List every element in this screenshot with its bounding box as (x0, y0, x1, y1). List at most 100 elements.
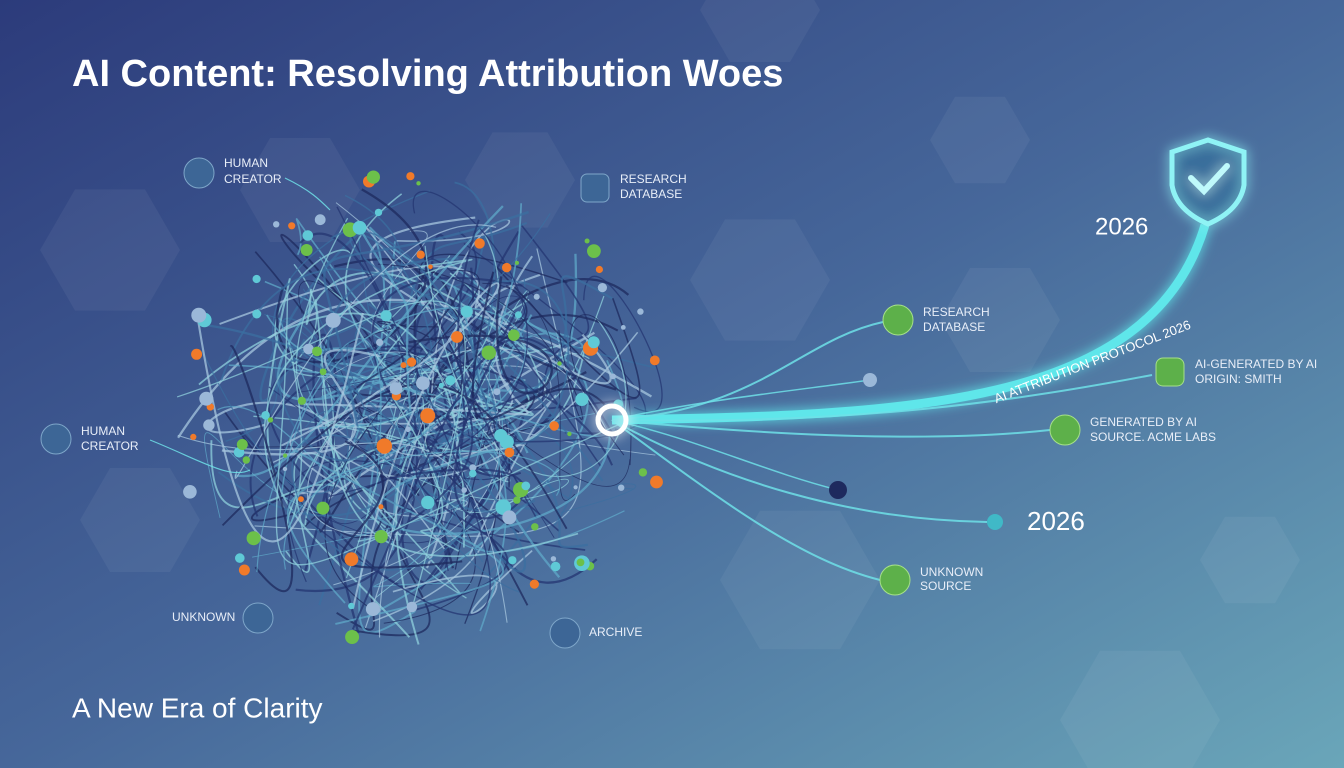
tangle-dot (298, 496, 304, 502)
tangle-line (468, 280, 570, 444)
tangle-line (283, 450, 561, 570)
tangle-dot (533, 293, 540, 300)
year-label: 2026 (1027, 506, 1085, 536)
icon (1049, 414, 1081, 446)
tangle-dot (352, 220, 367, 235)
tangle-line (286, 203, 523, 604)
tangle-dot (319, 368, 327, 376)
tangle-line (221, 348, 382, 456)
icon (1155, 357, 1185, 387)
tangle-dot (238, 564, 250, 576)
tangle-dot (416, 181, 421, 186)
hexagon (700, 0, 820, 62)
tangle-dot (325, 312, 341, 328)
tangle-dot (406, 357, 417, 367)
tangle-dot (316, 501, 330, 515)
tangle-line (294, 449, 504, 625)
tangle-dot (493, 388, 501, 396)
tangle-dot (515, 260, 519, 265)
label: UNKNOWN (172, 610, 235, 624)
tangle-line (349, 233, 657, 369)
tangle-line (256, 338, 382, 572)
flow-line (611, 419, 1051, 438)
tangle-dot (550, 556, 557, 562)
tangle-dot (438, 382, 444, 388)
tangle-dot (421, 495, 435, 510)
subtitle: A New Era of Clarity (72, 692, 323, 723)
label: ARCHIVE (589, 625, 642, 639)
hexagon-pattern (40, 0, 1300, 768)
tangle-dot (236, 439, 248, 450)
icon (882, 304, 914, 336)
shield-icon (1169, 137, 1247, 227)
tangle-line (275, 294, 634, 566)
tangle-line (425, 258, 602, 519)
hexagon (720, 510, 880, 650)
icon (242, 602, 274, 634)
label: CREATOR (81, 439, 139, 453)
flow-lines (149, 177, 1210, 581)
tangle-dot (508, 556, 517, 565)
tangle (176, 170, 663, 645)
tangle-dot (514, 311, 522, 319)
tangle-line (353, 284, 465, 398)
tangle-dot (504, 447, 515, 458)
tangle-dot (420, 408, 436, 424)
hexagon (690, 219, 830, 341)
tangle-line (415, 213, 551, 563)
tangle-dot (191, 348, 203, 360)
output-label: AI-GENERATED BY AI ORIGIN: SMITH (1155, 357, 1317, 387)
tangle-dot (261, 411, 270, 420)
output-label: GENERATED BY AI SOURCE. ACME LABS (1049, 414, 1216, 446)
label: HUMAN (81, 424, 125, 438)
label: DATABASE (620, 187, 682, 201)
hub-node (595, 403, 629, 437)
tangle-dot (267, 417, 274, 423)
tangle-line (280, 282, 500, 609)
output-label: RESEARCH DATABASE (882, 304, 990, 336)
flow-line (611, 321, 884, 421)
icon (879, 564, 911, 596)
tangle-dot (416, 250, 425, 259)
tangle-line (382, 306, 555, 538)
tangle-dot (303, 343, 314, 355)
tangle-line (305, 206, 491, 616)
tangle-dot (469, 469, 477, 478)
label: RESEARCH (620, 172, 687, 186)
tangle-dot (246, 531, 261, 546)
tangle-dot (567, 431, 572, 437)
tangle-dot (288, 222, 296, 230)
tangle-line (375, 434, 612, 535)
icon (40, 423, 72, 455)
tangle-dot (199, 391, 214, 406)
label: ORIGIN: SMITH (1195, 372, 1282, 386)
source-label: ARCHIVE (549, 617, 642, 649)
flow-line (611, 374, 1153, 422)
tangle-dot (649, 355, 660, 366)
tangle-dot (273, 221, 280, 228)
flow-line (611, 419, 881, 581)
tangle-dot (597, 283, 608, 293)
timeline-dot (987, 514, 1003, 530)
tangle-dot (573, 485, 578, 490)
tangle-dot (502, 262, 512, 273)
source-label: RESEARCH DATABASE (580, 172, 687, 203)
tangle-line (336, 416, 560, 631)
tangle-dot (474, 238, 485, 249)
source-label: UNKNOWN (172, 602, 274, 634)
tangle-dot (190, 433, 197, 440)
tangle-dot (235, 553, 245, 563)
tangle-line (220, 268, 604, 482)
flow-line (284, 177, 331, 211)
tangle-dot (557, 361, 562, 366)
tangle-line (330, 229, 498, 445)
tangle-dot (584, 238, 590, 244)
tangle-dot (587, 336, 600, 349)
label: UNKNOWN (920, 565, 983, 579)
tangle-line (234, 205, 504, 478)
tangle-dot (400, 362, 407, 369)
tangle-dot (297, 396, 306, 405)
tangle-line (298, 280, 631, 487)
tangle-dot (513, 496, 521, 504)
tangle-line (392, 219, 480, 535)
